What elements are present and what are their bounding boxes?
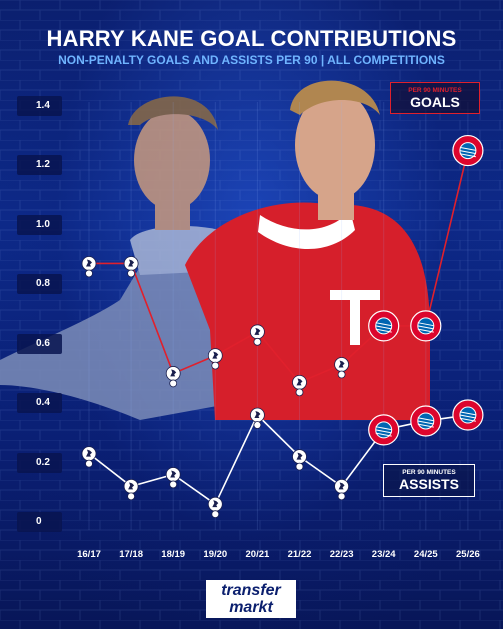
- goals-point-bayern-badge-icon: [410, 310, 442, 342]
- x-tick-label: 24/25: [413, 549, 438, 560]
- goals-point-cockerel-icon: [292, 374, 307, 397]
- y-tick-label: 0: [17, 512, 62, 532]
- goals-line: [89, 150, 469, 384]
- y-tick-label: 0.8: [17, 274, 62, 295]
- x-tick-label: 21/22: [287, 549, 312, 560]
- assists-point-cockerel-icon: [292, 449, 307, 471]
- goals-point-cockerel-icon: [249, 324, 265, 346]
- assists-point-cockerel-icon: [334, 478, 350, 501]
- assists-point-bayern-badge-icon: [368, 414, 400, 446]
- x-tick-label: 18/19: [161, 549, 186, 560]
- y-tick-label: 1.4: [17, 96, 62, 116]
- x-tick-label: 25/26: [456, 549, 480, 560]
- chart-title: HARRY KANE GOAL CONTRIBUTIONS: [46, 26, 457, 51]
- assists-point-cockerel-icon: [207, 496, 223, 519]
- assists-point-bayern-badge-icon: [452, 399, 484, 431]
- goals-point-cockerel-icon: [207, 348, 223, 370]
- goals-point-cockerel-icon: [123, 256, 139, 278]
- assists-point-cockerel-icon: [165, 467, 181, 489]
- y-tick-label: 0.6: [17, 333, 62, 354]
- goals-point-cockerel-icon: [165, 366, 181, 388]
- legend-goals-caption: PER 90 MINUTES: [408, 87, 462, 94]
- assists-point-bayern-badge-icon: [410, 405, 442, 437]
- legend-assists-caption: PER 90 MINUTES: [402, 469, 456, 476]
- legend-assists: PER 90 MINUTES ASSISTS: [383, 464, 475, 497]
- chart-subtitle: NON-PENALTY GOALS AND ASSISTS PER 90 | A…: [58, 53, 445, 67]
- y-tick-label: 1.2: [17, 155, 62, 176]
- assists-point-cockerel-icon: [249, 407, 265, 429]
- goals-point-bayern-badge-icon: [452, 134, 484, 167]
- x-tick-label: 23/24: [371, 549, 396, 560]
- x-tick-label: 16/17: [77, 549, 101, 560]
- x-tick-label: 19/20: [203, 549, 228, 560]
- legend-assists-label: ASSISTS: [399, 476, 459, 492]
- assists-point-cockerel-icon: [81, 446, 97, 468]
- x-tick-label: 20/21: [245, 549, 270, 560]
- goals-point-cockerel-icon: [81, 256, 97, 278]
- legend-goals-label: GOALS: [410, 94, 460, 110]
- x-tick-label: 17/18: [119, 549, 143, 560]
- y-tick-label: 0.4: [17, 393, 62, 414]
- legend-goals: PER 90 MINUTES GOALS: [390, 82, 480, 114]
- goals-point-cockerel-icon: [334, 357, 350, 379]
- assists-line: [88, 413, 469, 506]
- x-tick-label: 22/23: [329, 549, 354, 560]
- goals-point-bayern-badge-icon: [368, 310, 400, 342]
- assists-point-cockerel-icon: [123, 478, 139, 501]
- transfermarkt-logo: transfer markt: [206, 580, 296, 618]
- y-tick-label: 1.0: [17, 214, 62, 235]
- y-tick-label: 0.2: [17, 452, 62, 473]
